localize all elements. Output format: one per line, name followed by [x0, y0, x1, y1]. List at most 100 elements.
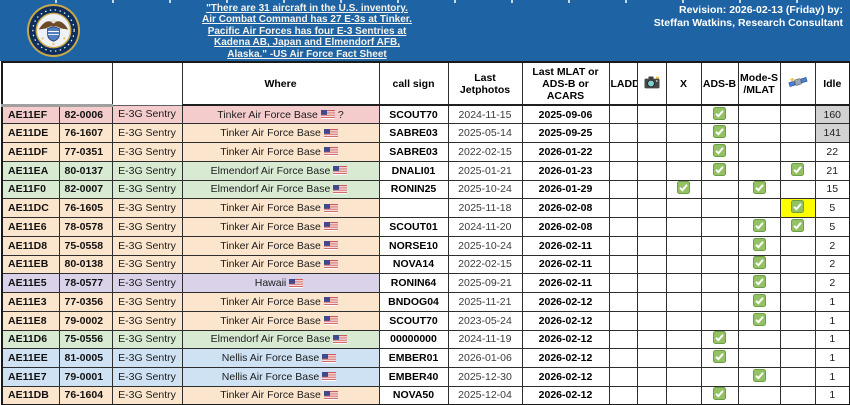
checkbox-checked-icon: [713, 162, 726, 176]
header-jetphotos: Last Jetphotos: [447, 61, 523, 106]
cell-callsign: NORSE10: [378, 235, 449, 256]
cell-serial: 77-0351: [58, 142, 113, 162]
cell-idle: 141: [814, 123, 850, 143]
cell-last-jetphotos: 2025-01-21: [447, 160, 523, 181]
cell-last-jetphotos: 2025-12-04: [447, 385, 523, 405]
cell-hex: AE11EE: [1, 348, 60, 368]
cell-satellite: [779, 273, 816, 293]
table-row: AE11DC 76-1605 E-3G Sentry Tinker Air Fo…: [1, 198, 850, 218]
fact-sheet-link[interactable]: "There are 31 aircraft in the U.S. inven…: [202, 3, 412, 60]
cell-camera: [636, 235, 667, 256]
cell-type: E-3G Sentry: [111, 329, 183, 350]
cell-x: [665, 104, 702, 125]
checkbox-checked-icon: [713, 125, 726, 139]
cell-hex: AE11E7: [1, 367, 60, 387]
cell-where: Elmendorf Air Force Base: [181, 329, 380, 350]
cell-last-jetphotos: 2024-11-15: [447, 104, 523, 125]
cell-adsb: [700, 217, 739, 237]
cell-satellite: [779, 348, 816, 368]
cell-camera: [636, 348, 667, 368]
us-flag-icon: [323, 241, 338, 251]
cell-adsb: [700, 292, 739, 312]
cell-callsign: EMBER01: [378, 348, 449, 368]
cell-serial: 82-0006: [58, 104, 113, 125]
cell-last-mlat: 2026-02-12: [521, 329, 610, 350]
cell-serial: 78-0577: [58, 273, 113, 293]
header-satellite: [779, 61, 816, 106]
cell-camera: [636, 123, 667, 143]
table-row: AE11E6 78-0578 E-3G Sentry Tinker Air Fo…: [1, 217, 850, 237]
us-flag-icon: [323, 147, 338, 157]
cell-serial: 76-1605: [58, 198, 113, 218]
cell-modes-mlat: [737, 310, 781, 331]
cell-idle: 1: [814, 385, 850, 405]
cell-last-mlat: 2026-02-12: [521, 385, 610, 405]
us-flag-icon: [320, 110, 335, 120]
table-row: AE11F0 82-0007 E-3G Sentry Elmendorf Air…: [1, 179, 850, 200]
us-flag-icon: [323, 222, 338, 232]
checkbox-checked-icon: [752, 237, 766, 251]
cell-modes-mlat: [737, 179, 781, 200]
cell-type: E-3G Sentry: [111, 104, 183, 125]
cell-ladd: [608, 254, 638, 275]
cell-camera: [636, 217, 667, 237]
table-row: AE11DB 76-1604 E-3G Sentry Tinker Air Fo…: [1, 385, 850, 405]
us-flag-icon: [333, 166, 348, 176]
cell-callsign: SABRE03: [378, 123, 449, 143]
cell-modes-mlat: [737, 198, 781, 218]
cell-modes-mlat: [737, 104, 781, 125]
cell-ladd: [608, 179, 638, 200]
header-ladd: LADD: [608, 61, 638, 106]
us-flag-icon: [323, 259, 338, 269]
cell-x: [665, 329, 702, 350]
cell-callsign: DNALI01: [378, 160, 449, 181]
us-flag-icon: [323, 203, 338, 213]
cell-where: Tinker Air Force Base: [181, 292, 380, 312]
header-idle: Idle: [814, 61, 850, 106]
cell-last-jetphotos: 2025-10-24: [447, 235, 523, 256]
cell-satellite: [779, 104, 816, 125]
us-flag-icon: [322, 353, 337, 363]
cell-type: E-3G Sentry: [111, 123, 183, 143]
cell-idle: 5: [814, 217, 850, 237]
cell-camera: [636, 160, 667, 181]
cell-ladd: [608, 123, 638, 143]
cell-callsign: 00000000: [378, 329, 449, 350]
cell-x: [665, 123, 702, 143]
checkbox-checked-icon: [791, 200, 804, 214]
cell-ladd: [608, 104, 638, 125]
revision-note: Revision: 2026-02-13 (Friday) by: Steffa…: [654, 4, 843, 30]
table-row: AE11DF 77-0351 E-3G Sentry Tinker Air Fo…: [1, 142, 850, 162]
cell-where: Tinker Air Force Base: [181, 198, 380, 218]
cell-modes-mlat: [737, 254, 781, 275]
cell-idle: 160: [814, 104, 850, 125]
cell-ladd: [608, 367, 638, 387]
cell-ladd: [608, 235, 638, 256]
cell-last-mlat: 2025-09-06: [521, 104, 610, 125]
cell-adsb: [700, 310, 739, 331]
cell-hex: AE11D6: [1, 329, 60, 350]
cell-hex: AE11DE: [1, 123, 60, 143]
cell-x: [665, 385, 702, 405]
cell-satellite: [779, 179, 816, 200]
cell-satellite: [779, 310, 816, 331]
checkbox-checked-icon: [677, 181, 690, 195]
cell-last-mlat: 2026-01-23: [521, 160, 610, 181]
cell-type: E-3G Sentry: [111, 385, 183, 405]
checkbox-checked-icon: [752, 312, 766, 326]
cell-idle: 2: [814, 254, 850, 275]
cell-last-jetphotos: 2022-02-15: [447, 254, 523, 275]
cell-last-mlat: 2026-01-29: [521, 179, 610, 200]
cell-camera: [636, 292, 667, 312]
checkbox-checked-icon: [752, 218, 766, 232]
cell-camera: [636, 385, 667, 405]
cell-callsign: SCOUT70: [378, 310, 449, 331]
us-flag-icon: [323, 128, 338, 138]
cell-last-jetphotos: 2024-11-19: [447, 329, 523, 350]
cell-where: Nellis Air Force Base: [181, 348, 380, 368]
checkbox-checked-icon: [752, 275, 766, 289]
cell-idle: 2: [814, 273, 850, 293]
where-text: Tinker Air Force Base: [220, 202, 321, 215]
us-flag-icon: [323, 297, 338, 307]
cell-camera: [636, 198, 667, 218]
